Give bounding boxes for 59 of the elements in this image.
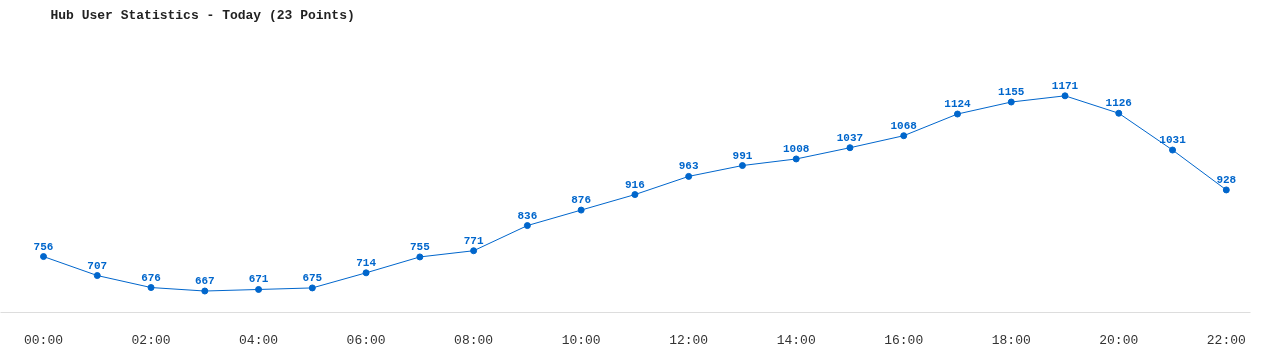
data-label: 916 (625, 178, 645, 191)
data-label: 1171 (1051, 79, 1079, 92)
data-label: 671 (248, 273, 269, 286)
data-label: 771 (463, 234, 484, 247)
data-label: 755 (409, 240, 431, 253)
chart-title: Hub User Statistics - Today (23 Points) (50, 7, 355, 23)
point (685, 172, 693, 180)
point (792, 155, 800, 163)
point (738, 162, 746, 170)
x-tick-label: 14:00 (776, 332, 816, 348)
point (631, 191, 639, 199)
data-label: 1068 (890, 119, 918, 132)
point (1115, 109, 1123, 117)
point (1007, 98, 1015, 106)
point (416, 253, 424, 261)
data-label: 675 (302, 271, 323, 284)
x-tick-label: 12:00 (669, 332, 709, 348)
point (1222, 186, 1230, 194)
data-label: 1008 (783, 142, 810, 155)
point (147, 284, 155, 292)
data-label: 667 (194, 275, 215, 288)
data-label: 991 (732, 149, 753, 162)
data-label: 928 (1216, 173, 1237, 186)
data-label: 1124 (944, 98, 972, 111)
data-label: 756 (33, 240, 54, 253)
point (1169, 146, 1177, 154)
data-label: 1155 (998, 86, 1025, 99)
point (900, 132, 908, 140)
data-label: 1126 (1105, 97, 1132, 110)
point (93, 272, 101, 280)
point (308, 284, 316, 292)
point (201, 287, 209, 295)
data-label: 1031 (1159, 134, 1187, 147)
point (255, 285, 263, 293)
point (577, 206, 585, 214)
data-label: 963 (678, 160, 699, 173)
x-tick-label: 00:00 (24, 332, 64, 348)
point (846, 144, 854, 152)
point (1061, 92, 1069, 100)
data-label: 836 (517, 209, 538, 222)
x-tick-label: 02:00 (131, 332, 171, 348)
point (40, 253, 48, 261)
x-tick-label: 04:00 (239, 332, 279, 348)
point (953, 110, 961, 118)
data-label: 876 (571, 194, 592, 207)
data-label: 1037 (836, 131, 864, 144)
x-tick-label: 10:00 (561, 332, 601, 348)
x-tick-label: 06:00 (346, 332, 386, 348)
data-label: 707 (87, 259, 108, 272)
x-tick-label: 22:00 (1206, 332, 1246, 348)
data-label: 714 (356, 256, 377, 269)
point (523, 222, 531, 230)
x-tick-label: 16:00 (884, 332, 924, 348)
x-tick-label: 18:00 (991, 332, 1031, 348)
x-tick-label: 20:00 (1099, 332, 1139, 348)
x-tick-label: 08:00 (454, 332, 494, 348)
data-label: 676 (141, 271, 161, 284)
point (470, 247, 478, 255)
point (362, 269, 370, 277)
